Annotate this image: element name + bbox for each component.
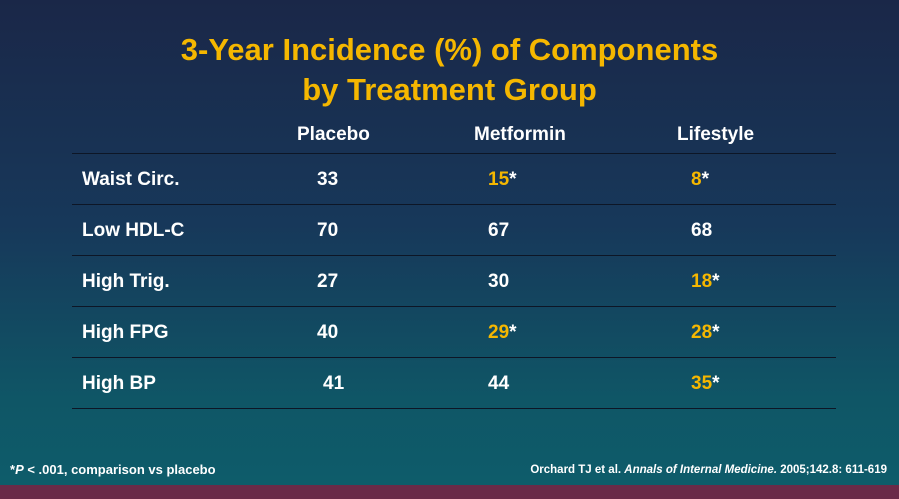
significance-star: * bbox=[701, 169, 709, 190]
table-row: High BP 41 44 35* bbox=[72, 358, 836, 409]
cell-placebo: 41 bbox=[323, 373, 345, 394]
citation-authors: Orchard TJ et al. bbox=[530, 464, 625, 476]
footnote-star: * bbox=[10, 462, 16, 477]
cell-metformin-value: 67 bbox=[488, 220, 510, 241]
bottom-accent-band bbox=[0, 485, 899, 499]
table-row: Low HDL-C 70 67 68 bbox=[72, 205, 836, 256]
cell-metformin: 67 bbox=[488, 220, 509, 242]
cell-lifestyle-value: 28 bbox=[691, 322, 713, 343]
citation: Orchard TJ et al. Annals of Internal Med… bbox=[530, 464, 887, 476]
cell-lifestyle: 18* bbox=[691, 271, 720, 293]
cell-placebo: 33 bbox=[317, 169, 339, 190]
significance-star: * bbox=[509, 322, 517, 343]
cell-placebo: 70 bbox=[317, 220, 339, 241]
cell-metformin-value: 44 bbox=[488, 373, 510, 394]
row-label: High BP bbox=[82, 373, 156, 394]
footnote-p: P bbox=[15, 462, 24, 477]
column-header-metformin: Metformin bbox=[474, 124, 566, 145]
column-header-placebo: Placebo bbox=[297, 124, 370, 145]
citation-details: 2005;142.8: 611-619 bbox=[777, 464, 887, 476]
cell-metformin-value: 15 bbox=[488, 169, 510, 190]
cell-metformin: 15* bbox=[488, 169, 517, 191]
cell-lifestyle: 35* bbox=[691, 373, 720, 395]
cell-lifestyle-value: 68 bbox=[691, 220, 713, 241]
row-label: Low HDL-C bbox=[82, 220, 185, 241]
cell-metformin: 29* bbox=[488, 322, 517, 344]
cell-lifestyle: 68 bbox=[691, 220, 712, 242]
cell-lifestyle-value: 8 bbox=[691, 169, 702, 190]
row-label: Waist Circ. bbox=[82, 169, 180, 190]
slide-title: 3-Year Incidence (%) of Components by Tr… bbox=[0, 30, 899, 110]
cell-lifestyle-value: 18 bbox=[691, 271, 713, 292]
column-header-lifestyle: Lifestyle bbox=[677, 124, 755, 145]
cell-placebo: 40 bbox=[317, 322, 339, 343]
table-header-row: Placebo Metformin Lifestyle bbox=[0, 120, 899, 148]
cell-lifestyle: 8* bbox=[691, 169, 709, 191]
row-label: High FPG bbox=[82, 322, 169, 343]
cell-metformin: 30 bbox=[488, 271, 509, 293]
significance-star: * bbox=[712, 322, 720, 343]
cell-metformin-value: 29 bbox=[488, 322, 510, 343]
row-label: High Trig. bbox=[82, 271, 170, 292]
cell-lifestyle-value: 35 bbox=[691, 373, 713, 394]
title-line-1: 3-Year Incidence (%) of Components bbox=[180, 32, 719, 67]
table-row: Waist Circ. 33 15* 8* bbox=[72, 154, 836, 205]
table-row: High FPG 40 29* 28* bbox=[72, 307, 836, 358]
citation-journal: Annals of Internal Medicine. bbox=[624, 464, 778, 476]
cell-metformin: 44 bbox=[488, 373, 509, 395]
title-line-2: by Treatment Group bbox=[302, 72, 597, 107]
footnote-text: < .001, comparison vs placebo bbox=[23, 462, 216, 477]
cell-metformin-value: 30 bbox=[488, 271, 510, 292]
cell-lifestyle: 28* bbox=[691, 322, 720, 344]
cell-placebo: 27 bbox=[317, 271, 339, 292]
significance-star: * bbox=[712, 373, 720, 394]
significance-star: * bbox=[712, 271, 720, 292]
table-row: High Trig. 27 30 18* bbox=[72, 256, 836, 307]
significance-footnote: *P < .001, comparison vs placebo bbox=[10, 462, 216, 477]
incidence-table: Waist Circ. 33 15* 8* Low HDL-C 70 67 68 High Tr… bbox=[72, 153, 836, 409]
significance-star: * bbox=[509, 169, 517, 190]
